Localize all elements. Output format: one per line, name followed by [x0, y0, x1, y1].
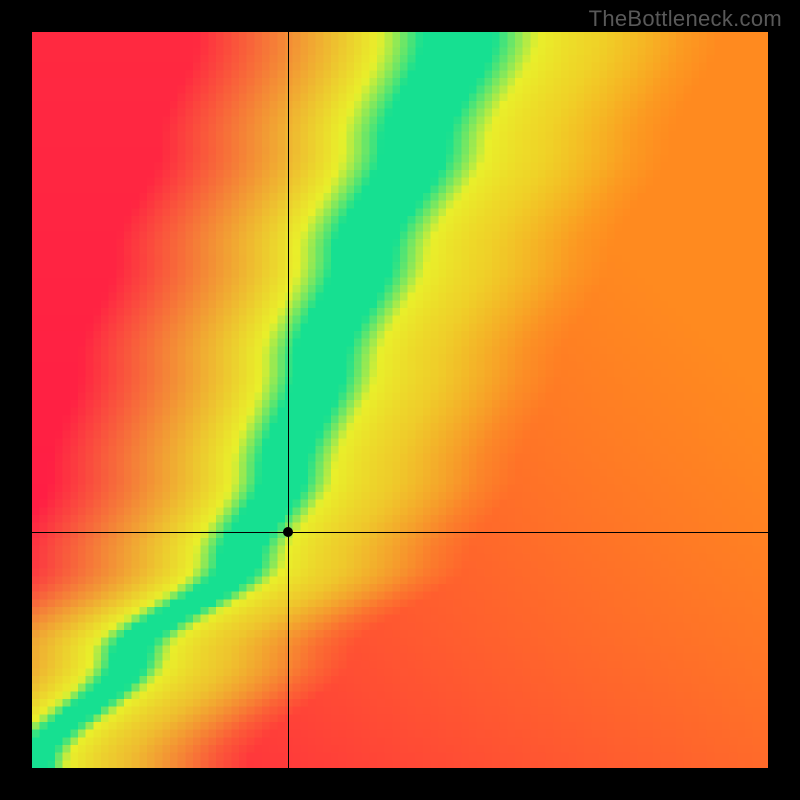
crosshair-horizontal [32, 532, 768, 533]
heatmap-canvas [32, 32, 768, 768]
watermark-text: TheBottleneck.com [589, 6, 782, 32]
chart-container: TheBottleneck.com [0, 0, 800, 800]
crosshair-dot [283, 527, 293, 537]
crosshair-vertical [288, 32, 289, 768]
